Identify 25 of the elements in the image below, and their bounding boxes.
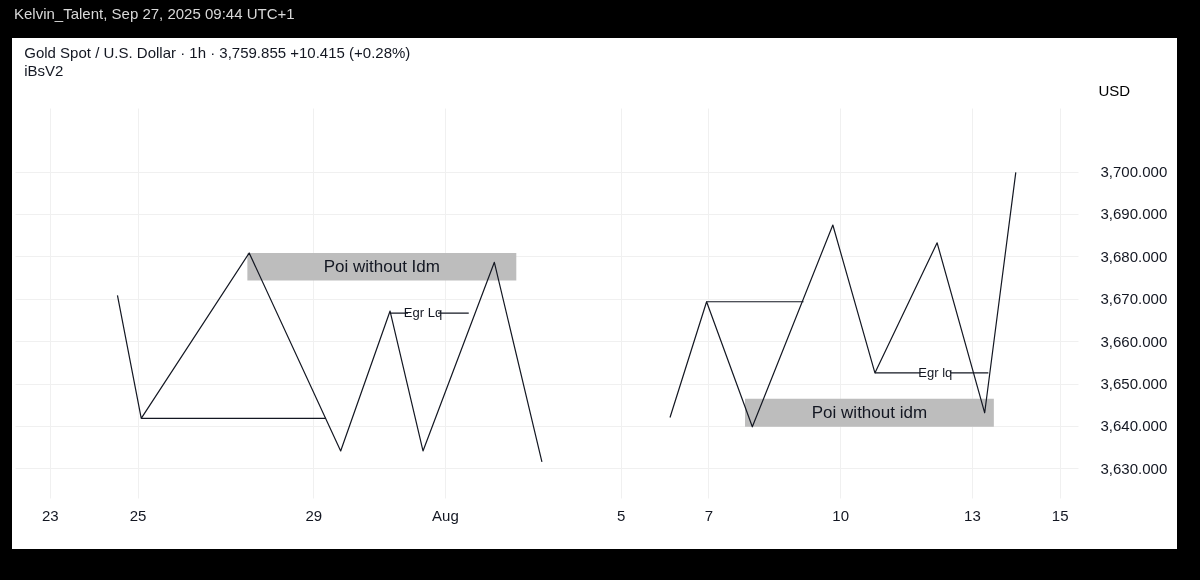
text: Kelvin_Talent, Sep 27, 2025 09:44 UTC+1 bbox=[13, 4, 296, 24]
annotation: Poi without idm bbox=[811, 402, 928, 422]
y-axis-title: USD bbox=[1098, 81, 1131, 99]
y-tick-label: 3,670.000 bbox=[1100, 290, 1168, 308]
x-tick-label: 23 bbox=[41, 506, 59, 524]
x-tick-label: 13 bbox=[964, 506, 981, 524]
annotation: Egr lq bbox=[918, 364, 953, 380]
x-tick-label: Aug bbox=[432, 506, 459, 524]
chart-subtitle: iBsV2 bbox=[24, 62, 64, 79]
annotation: Poi without Idm bbox=[323, 256, 440, 276]
y-tick-label: 3,650.000 bbox=[1100, 375, 1168, 393]
x-tick-label: 7 bbox=[704, 506, 714, 524]
x-tick-label: 25 bbox=[129, 506, 147, 524]
x-tick-label: 29 bbox=[305, 506, 323, 524]
chart-title: Gold Spot / U.S. Dollar · 1h · 3,759.855 +10.415 (+0.28%) bbox=[24, 44, 411, 61]
y-tick-label: 3,630.000 bbox=[1100, 459, 1168, 477]
y-tick-label: 3,690.000 bbox=[1100, 205, 1168, 223]
x-tick-label: 15 bbox=[1051, 506, 1069, 524]
y-tick-label: 3,660.000 bbox=[1100, 332, 1168, 350]
y-tick-label: 3,700.000 bbox=[1100, 163, 1168, 181]
y-tick-label: 3,680.000 bbox=[1100, 247, 1168, 265]
annotation: Egr Lq bbox=[403, 305, 443, 321]
x-tick-label: 10 bbox=[832, 506, 849, 524]
x-tick-label: 5 bbox=[616, 506, 626, 524]
y-tick-label: 3,640.000 bbox=[1100, 417, 1168, 435]
